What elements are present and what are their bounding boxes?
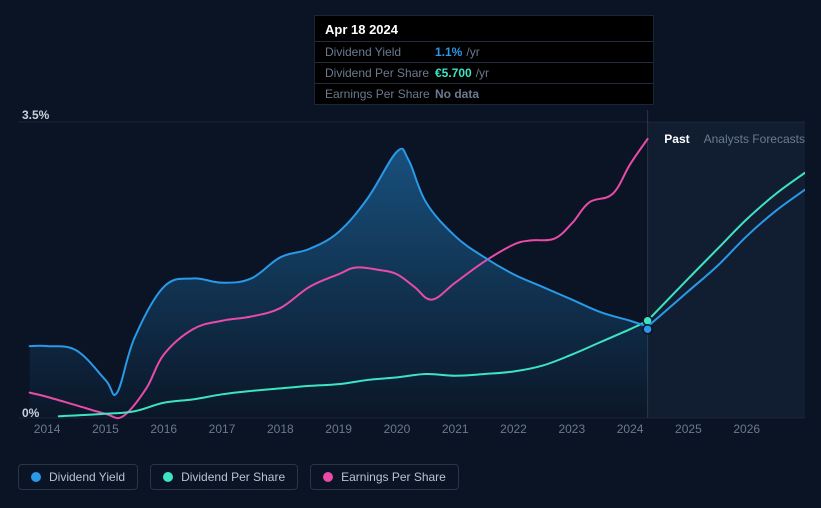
tooltip-value: No data xyxy=(435,87,479,101)
x-tick-label: 2021 xyxy=(442,422,469,436)
x-tick-label: 2023 xyxy=(558,422,585,436)
tooltip-row: Dividend Per Share€5.700/yr xyxy=(315,62,653,83)
y-axis-min-label: 0% xyxy=(22,406,39,420)
tooltip-unit: /yr xyxy=(466,45,479,59)
chart-area: 3.5% 0% Past Analysts Forecasts 2014 2015… xyxy=(18,110,805,440)
tooltip-label: Dividend Yield xyxy=(325,45,435,59)
period-forecast-label: Analysts Forecasts xyxy=(704,132,805,146)
legend-label: Dividend Yield xyxy=(49,470,125,484)
legend: Dividend Yield Dividend Per Share Earnings… xyxy=(18,464,459,490)
legend-item-dividend-yield[interactable]: Dividend Yield xyxy=(18,464,138,490)
tooltip-label: Dividend Per Share xyxy=(325,66,435,80)
x-tick-label: 2025 xyxy=(675,422,702,436)
legend-item-dividend-per-share[interactable]: Dividend Per Share xyxy=(150,464,298,490)
legend-dot-icon xyxy=(163,472,173,482)
chart-tooltip: Apr 18 2024 Dividend Yield1.1%/yrDividen… xyxy=(314,15,654,105)
x-tick-label: 2026 xyxy=(733,422,760,436)
x-tick-label: 2020 xyxy=(384,422,411,436)
x-tick-label: 2016 xyxy=(150,422,177,436)
x-tick-label: 2017 xyxy=(209,422,236,436)
legend-dot-icon xyxy=(31,472,41,482)
tooltip-label: Earnings Per Share xyxy=(325,87,435,101)
y-axis-max-label: 3.5% xyxy=(22,108,49,122)
x-axis-labels: 2014 2015 2016 2017 2018 2019 2020 2021 2022 2023… xyxy=(18,422,805,440)
x-tick-label: 2019 xyxy=(325,422,352,436)
chart-svg[interactable] xyxy=(18,110,805,440)
period-past-label: Past xyxy=(664,132,689,146)
legend-item-earnings-per-share[interactable]: Earnings Per Share xyxy=(310,464,459,490)
x-tick-label: 2015 xyxy=(92,422,119,436)
legend-label: Dividend Per Share xyxy=(181,470,285,484)
tooltip-row: Dividend Yield1.1% /yr xyxy=(315,41,653,62)
x-tick-label: 2022 xyxy=(500,422,527,436)
tooltip-row: Earnings Per ShareNo data xyxy=(315,83,653,104)
x-tick-label: 2024 xyxy=(617,422,644,436)
tooltip-value: 1.1% xyxy=(435,45,462,59)
x-tick-label: 2014 xyxy=(34,422,61,436)
tooltip-date: Apr 18 2024 xyxy=(315,16,653,41)
period-labels: Past Analysts Forecasts xyxy=(664,132,805,146)
x-tick-label: 2018 xyxy=(267,422,294,436)
legend-label: Earnings Per Share xyxy=(341,470,446,484)
tooltip-unit: /yr xyxy=(476,66,489,80)
tooltip-value: €5.700 xyxy=(435,66,472,80)
legend-dot-icon xyxy=(323,472,333,482)
